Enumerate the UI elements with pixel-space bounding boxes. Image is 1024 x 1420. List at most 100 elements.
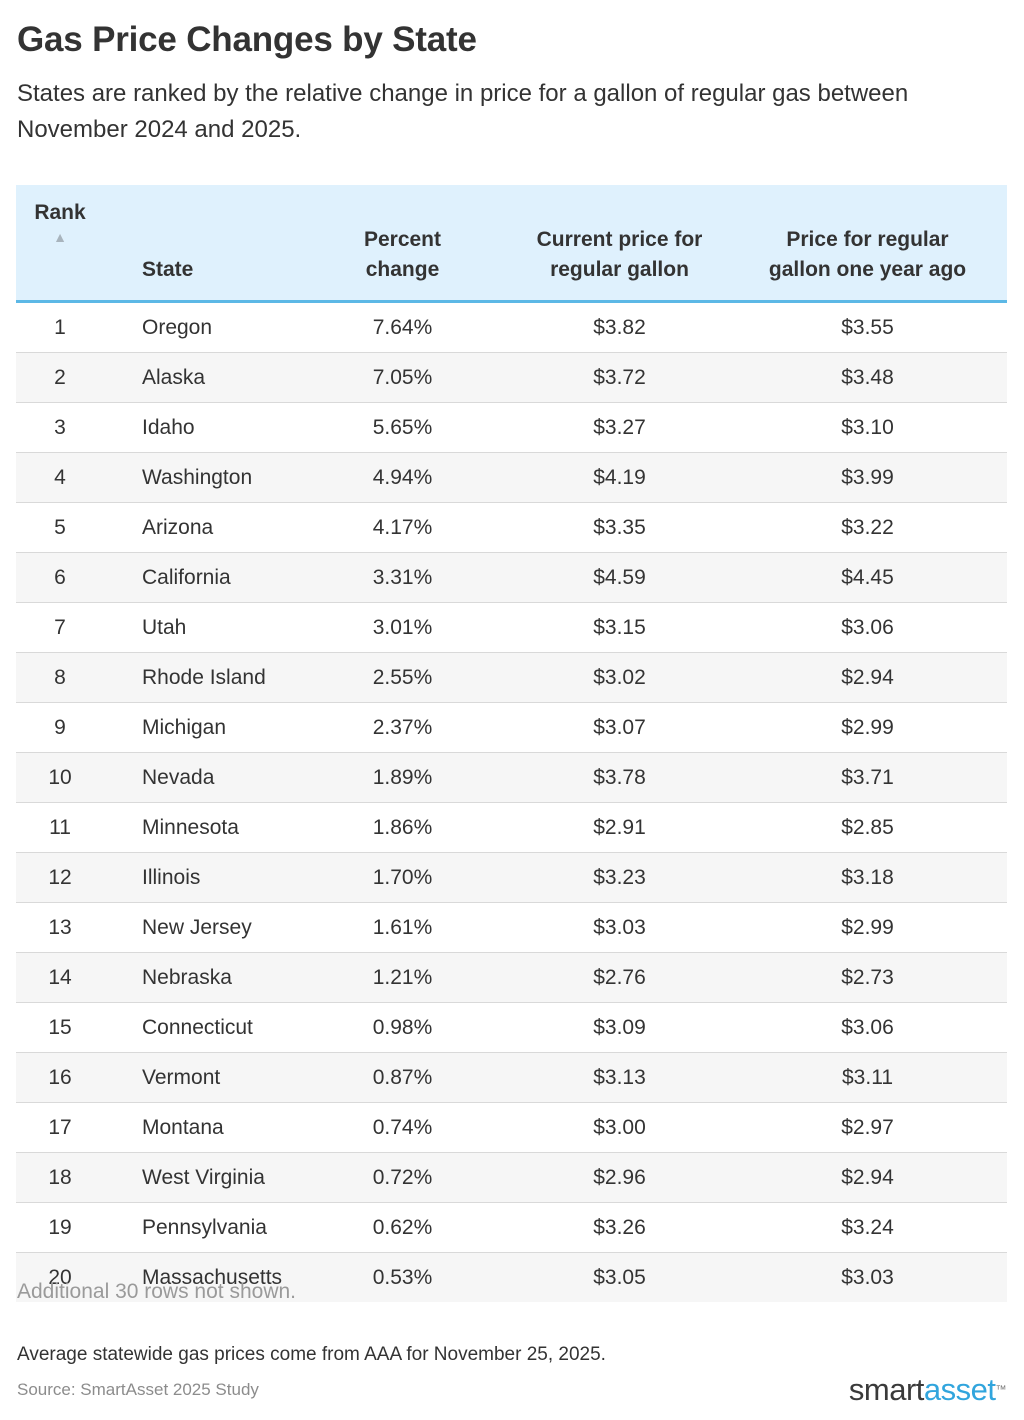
state-cell: Rhode Island (104, 652, 294, 703)
smartasset-logo: smartasset™ (848, 1372, 1007, 1408)
rank-cell: 19 (16, 1202, 104, 1253)
current-price-cell: $2.91 (511, 802, 728, 853)
percent-change-cell: 0.72% (294, 1152, 511, 1203)
previous-price-cell: $2.94 (728, 652, 1007, 703)
table-row: 3 Idaho 5.65% $3.27 $3.10 (16, 402, 1007, 453)
rank-cell: 11 (16, 802, 104, 853)
rank-cell: 16 (16, 1052, 104, 1103)
table-header: Rank ▲ State Percent change Current pric… (16, 185, 1007, 303)
state-cell: California (104, 552, 294, 603)
table-row: 7 Utah 3.01% $3.15 $3.06 (16, 602, 1007, 653)
state-cell: Massachusetts (104, 1252, 294, 1302)
logo-text-asset: asset (923, 1372, 996, 1407)
current-price-cell: $3.03 (511, 902, 728, 953)
state-cell: Utah (104, 602, 294, 653)
table-row: 20 Massachusetts 0.53% $3.05 $3.03 (16, 1252, 1007, 1302)
percent-change-cell: 3.31% (294, 552, 511, 603)
previous-price-cell: $4.45 (728, 552, 1007, 603)
current-price-cell: $3.27 (511, 402, 728, 453)
state-cell: Oregon (104, 301, 294, 353)
rank-cell: 14 (16, 952, 104, 1003)
chart-subtitle: States are ranked by the relative change… (17, 80, 909, 143)
sort-ascending-icon: ▲ (53, 229, 67, 245)
chart-title: Gas Price Changes by State (17, 20, 477, 59)
previous-header-line1: Price for regular (786, 228, 949, 251)
percent-change-cell: 1.86% (294, 802, 511, 853)
previous-price-column-header[interactable]: Price for regular gallon one year ago (728, 185, 1007, 303)
current-price-cell: $4.19 (511, 452, 728, 503)
rank-cell: 13 (16, 902, 104, 953)
state-cell: Arizona (104, 502, 294, 553)
current-price-cell: $3.13 (511, 1052, 728, 1103)
rank-column-header[interactable]: Rank ▲ (16, 185, 104, 303)
data-table: Rank ▲ State Percent change Current pric… (16, 185, 1007, 1302)
table-row: 18 West Virginia 0.72% $2.96 $2.94 (16, 1152, 1007, 1203)
previous-price-cell: $2.99 (728, 702, 1007, 753)
percent-change-column-header[interactable]: Percent change (294, 185, 511, 303)
state-cell: Michigan (104, 702, 294, 753)
percent-change-cell: 0.87% (294, 1052, 511, 1103)
previous-price-cell: $2.85 (728, 802, 1007, 853)
current-price-cell: $3.09 (511, 1002, 728, 1053)
previous-price-cell: $3.18 (728, 852, 1007, 903)
state-cell: Washington (104, 452, 294, 503)
rank-cell: 4 (16, 452, 104, 503)
current-price-cell: $3.35 (511, 502, 728, 553)
table-row: 1 Oregon 7.64% $3.82 $3.55 (16, 301, 1007, 353)
table-row: 2 Alaska 7.05% $3.72 $3.48 (16, 352, 1007, 403)
state-cell: Illinois (104, 852, 294, 903)
table-row: 10 Nevada 1.89% $3.78 $3.71 (16, 752, 1007, 803)
state-cell: Idaho (104, 402, 294, 453)
previous-price-cell: $3.11 (728, 1052, 1007, 1103)
state-column-header[interactable]: State (104, 185, 294, 303)
state-cell: Alaska (104, 352, 294, 403)
more-rows-note: Additional 30 rows not shown. (17, 1280, 296, 1303)
previous-price-cell: $3.71 (728, 752, 1007, 803)
percent-change-cell: 0.74% (294, 1102, 511, 1153)
previous-price-cell: $3.22 (728, 502, 1007, 553)
table-row: 6 California 3.31% $4.59 $4.45 (16, 552, 1007, 603)
rank-cell: 2 (16, 352, 104, 403)
state-cell: Nebraska (104, 952, 294, 1003)
rank-cell: 15 (16, 1002, 104, 1053)
previous-price-cell: $3.06 (728, 1002, 1007, 1053)
previous-price-cell: $3.55 (728, 301, 1007, 353)
state-header-label: State (142, 258, 194, 281)
current-price-cell: $3.78 (511, 752, 728, 803)
current-price-cell: $3.26 (511, 1202, 728, 1253)
table-row: 14 Nebraska 1.21% $2.76 $2.73 (16, 952, 1007, 1003)
table-row: 15 Connecticut 0.98% $3.09 $3.06 (16, 1002, 1007, 1053)
percent-change-cell: 5.65% (294, 402, 511, 453)
table-row: 19 Pennsylvania 0.62% $3.26 $3.24 (16, 1202, 1007, 1253)
current-price-column-header[interactable]: Current price for regular gallon (511, 185, 728, 303)
current-price-cell: $3.15 (511, 602, 728, 653)
state-cell: New Jersey (104, 902, 294, 953)
current-price-cell: $3.07 (511, 702, 728, 753)
percent-change-cell: 3.01% (294, 602, 511, 653)
percent-change-cell: 7.05% (294, 352, 511, 403)
rank-cell: 7 (16, 602, 104, 653)
state-cell: Montana (104, 1102, 294, 1153)
current-header-line2: regular gallon (550, 258, 689, 281)
previous-price-cell: $3.03 (728, 1252, 1007, 1302)
rank-cell: 17 (16, 1102, 104, 1153)
table-row: 11 Minnesota 1.86% $2.91 $2.85 (16, 802, 1007, 853)
trademark-mark: ™ (995, 1384, 1007, 1396)
state-cell: Nevada (104, 752, 294, 803)
current-header-line1: Current price for (536, 228, 703, 251)
percent-change-cell: 4.17% (294, 502, 511, 553)
data-note: Average statewide gas prices come from A… (17, 1344, 606, 1365)
current-price-cell: $2.96 (511, 1152, 728, 1203)
logo-text-smart: smart (848, 1372, 925, 1407)
percent-change-cell: 7.64% (294, 301, 511, 353)
percent-change-cell: 1.61% (294, 902, 511, 953)
percent-change-cell: 2.55% (294, 652, 511, 703)
current-price-cell: $3.23 (511, 852, 728, 903)
current-price-cell: $3.82 (511, 301, 728, 353)
current-price-cell: $3.00 (511, 1102, 728, 1153)
current-price-cell: $2.76 (511, 952, 728, 1003)
table-row: 17 Montana 0.74% $3.00 $2.97 (16, 1102, 1007, 1153)
percent-change-cell: 0.53% (294, 1252, 511, 1302)
rank-cell: 3 (16, 402, 104, 453)
percent-header-line2: change (365, 258, 440, 281)
